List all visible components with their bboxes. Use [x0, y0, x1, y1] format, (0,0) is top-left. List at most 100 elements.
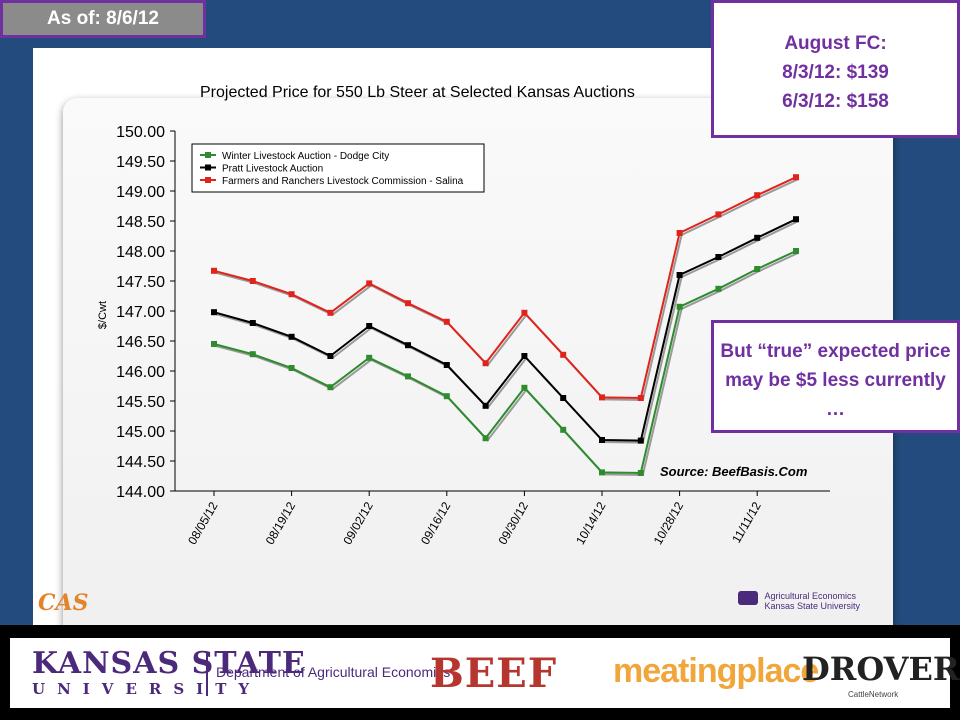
data-point — [249, 320, 256, 326]
drovers-logo: DROVERS — [802, 650, 960, 688]
footer: KANSAS STATE UNIVERSITY Department of Ag… — [0, 625, 960, 720]
y-tick-label: 148.50 — [116, 214, 165, 231]
y-tick-label: 149.50 — [116, 154, 165, 171]
ag-econ-line-1: Agricultural Economics — [764, 591, 857, 601]
data-point — [249, 278, 256, 284]
data-point — [560, 426, 567, 433]
series-lines — [211, 174, 799, 477]
data-point — [443, 318, 450, 325]
data-point — [637, 395, 644, 401]
data-point — [366, 280, 373, 287]
data-point — [637, 437, 644, 444]
data-point — [327, 309, 334, 316]
y-tick-label: 146.50 — [116, 334, 165, 351]
data-point — [560, 395, 567, 401]
y-tick-label: 147.50 — [116, 274, 165, 291]
ksu-logo: KANSAS STATE UNIVERSITY — [32, 646, 306, 699]
source-note: Source: BeefBasis.Com — [660, 464, 808, 479]
data-point — [599, 437, 605, 443]
department-name: Department of Agricultural Economics — [216, 664, 451, 680]
chart-title: Projected Price for 550 Lb Steer at Sele… — [200, 84, 635, 101]
legend-label: Winter Livestock Auction - Dodge City — [222, 151, 389, 162]
data-point — [288, 333, 295, 340]
ksu-logo-line-2: UNIVERSITY — [32, 680, 262, 698]
data-point — [676, 230, 683, 236]
data-point — [327, 353, 334, 359]
data-point — [676, 272, 683, 278]
data-point — [599, 469, 605, 476]
x-tick-label: 10/14/12 — [573, 499, 609, 547]
y-tick-label: 145.50 — [116, 394, 165, 411]
y-tick-label: 147.00 — [116, 304, 165, 321]
data-point — [482, 402, 489, 409]
legend-marker — [205, 177, 211, 183]
data-point — [715, 211, 722, 218]
data-point — [288, 291, 295, 298]
data-point — [637, 470, 644, 476]
series-line-1 — [213, 218, 797, 442]
data-point — [482, 360, 489, 367]
data-point — [443, 393, 450, 400]
sponsor-band: KANSAS STATE UNIVERSITY Department of Ag… — [10, 638, 960, 708]
ag-econ-line-2: Kansas State University — [764, 601, 861, 611]
data-point — [288, 365, 295, 371]
y-tick-label: 144.50 — [116, 454, 165, 471]
meatingplace-logo: meatingplace — [613, 652, 819, 690]
cas-logo: CAS — [38, 590, 89, 616]
data-point — [521, 309, 528, 316]
x-tick-label: 09/16/12 — [418, 499, 454, 547]
forecast-callout: August FC: 8/3/12: $139 6/3/12: $158 — [711, 0, 960, 138]
data-point — [482, 435, 489, 442]
data-point — [754, 192, 761, 199]
legend-marker — [205, 164, 211, 171]
data-point — [715, 254, 722, 260]
as-of-label: As of: 8/6/12 — [0, 0, 206, 38]
x-tick-labels: 08/05/12 08/19/12 09/02/12 09/16/12 09/30/12… — [185, 491, 764, 547]
data-point — [366, 354, 373, 361]
ksu-logo-line-1: KANSAS STATE — [32, 646, 306, 681]
series-line-0 — [213, 250, 797, 475]
data-point — [676, 303, 683, 310]
x-tick-label: 08/05/12 — [185, 499, 221, 547]
forecast-line-1: 8/3/12: $139 — [782, 62, 889, 83]
x-tick-label: 08/19/12 — [263, 499, 299, 547]
data-point — [211, 309, 217, 316]
data-point — [249, 351, 256, 358]
wildcat-icon — [738, 591, 758, 605]
data-point — [793, 216, 799, 223]
forecast-title: August FC: — [784, 33, 887, 54]
data-point — [560, 351, 567, 358]
legend-label: Pratt Livestock Auction — [222, 164, 323, 175]
legend-label: Farmers and Ranchers Livestock Commissio… — [222, 176, 464, 187]
ag-econ-logo: Agricultural Economics Kansas State Univ… — [738, 591, 860, 611]
x-tick-label: 11/11/12 — [729, 499, 764, 545]
legend: Winter Livestock Auction - Dodge City Pra… — [191, 143, 485, 193]
y-axis-label: $/Cwt — [97, 301, 109, 329]
data-point — [599, 394, 605, 401]
forecast-line-2: 6/3/12: $158 — [782, 91, 889, 112]
data-point — [521, 384, 528, 391]
legend-box — [191, 143, 485, 193]
expected-price-callout: But “true” expected price may be $5 less… — [711, 320, 960, 433]
series-line-2 — [213, 176, 797, 400]
y-tick-label: 149.00 — [116, 184, 165, 201]
y-tick-label: 146.00 — [116, 364, 165, 381]
y-tick-label: 145.00 — [116, 424, 165, 441]
data-point — [443, 362, 450, 368]
beef-logo: BEEF — [430, 650, 558, 697]
data-point — [754, 234, 761, 241]
data-point — [211, 341, 217, 347]
data-point — [405, 300, 411, 307]
data-point — [793, 174, 799, 181]
data-point — [793, 248, 799, 254]
line-chart: Projected Price for 550 Lb Steer at Sele… — [97, 84, 830, 547]
data-point — [211, 267, 217, 274]
y-tick-label: 144.00 — [116, 484, 165, 501]
y-tick-labels: 150.00 149.50 149.00 148.50 148.00 147.50 147.… — [116, 124, 175, 501]
legend-marker — [205, 152, 211, 158]
logo-divider — [206, 652, 208, 696]
drovers-subtitle: CattleNetwork — [848, 690, 899, 699]
data-point — [327, 384, 334, 391]
data-point — [521, 353, 528, 359]
y-tick-label: 148.00 — [116, 244, 165, 261]
